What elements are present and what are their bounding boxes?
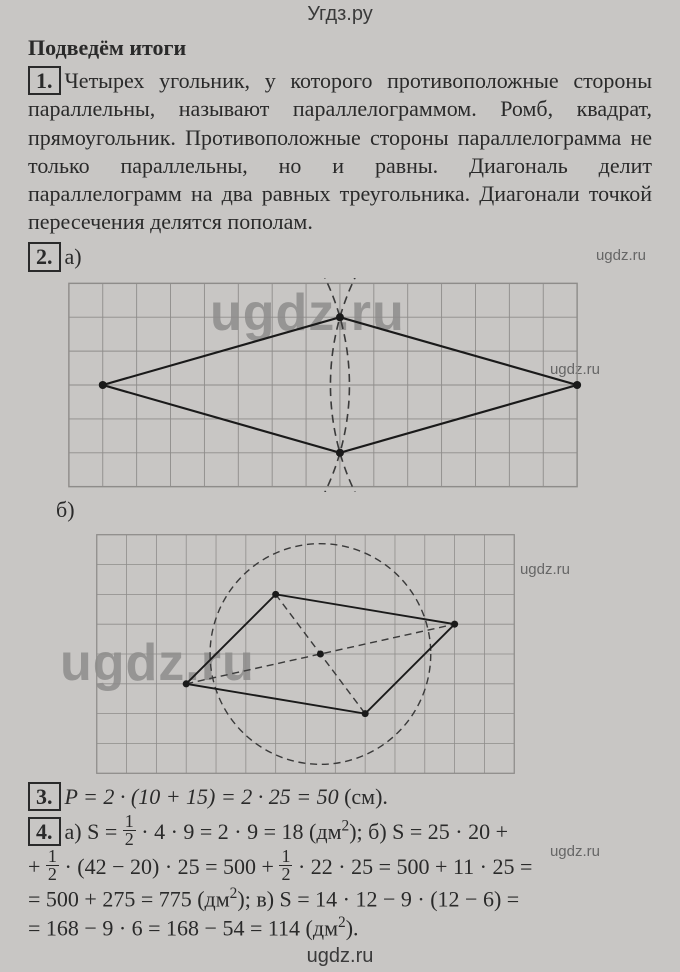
frac-1: 12 — [123, 813, 136, 848]
diagram-a — [28, 278, 652, 492]
item-3: 3.P = 2 · (10 + 15) = 2 · 25 = 50 (см). — [28, 782, 652, 811]
item-2-label-b: б) — [56, 497, 75, 522]
item-3-unit: (см). — [344, 784, 388, 809]
item-3-formula: P = 2 · (10 + 15) = 2 · 25 = 50 — [65, 784, 345, 809]
watermark-top: Угдз.ру — [0, 2, 680, 28]
item-1: 1.Четырех угольник, у которого противопо… — [28, 66, 652, 236]
l2c: · 22 · 25 = 500 + 11 · 25 = — [292, 854, 532, 879]
l4b: ). — [346, 915, 359, 940]
l3: = 500 + 275 = 775 (дм — [28, 886, 230, 911]
l1c: ); б) S = 25 · 20 + — [349, 819, 508, 844]
frac-3: 12 — [279, 848, 292, 883]
item-4: 4.а) S = 12 · 4 · 9 = 2 · 9 = 18 (дм 2 ); … — [28, 813, 652, 943]
grid-svg-b — [28, 530, 583, 778]
sup-3: 2 — [338, 914, 346, 931]
l4: = 168 − 9 · 6 = 168 − 54 = 114 (дм — [28, 915, 338, 940]
item-num-3: 3. — [28, 782, 61, 811]
item-4-line-3: = 500 + 275 = 775 (дм2); в) S = 14 · 12 … — [28, 884, 652, 913]
item-4-line-4: = 168 − 9 · 6 = 168 − 54 = 114 (дм2). — [28, 913, 652, 942]
watermark-bottom: ugdz.ru — [0, 944, 680, 970]
watermark-side-1: ugdz.ru — [596, 246, 646, 265]
l1b: · 4 · 9 = 2 · 9 = 18 (дм — [136, 819, 342, 844]
watermark-side-4: ugdz.ru — [550, 842, 600, 861]
section-heading: Подведём итоги — [28, 34, 652, 62]
l2a: + — [28, 854, 46, 879]
item-2: 2.а) — [28, 242, 652, 271]
item-1-text: Четырех угольник, у которого противополо… — [28, 68, 652, 234]
item-num-4: 4. — [28, 817, 61, 846]
page-content: Подведём итоги 1.Четырех угольник, у кот… — [28, 34, 652, 943]
item-num-1: 1. — [28, 66, 61, 95]
item-2-label-a: а) — [65, 244, 82, 269]
l3b: ); в) S = 14 · 12 − 9 · (12 − 6) = — [237, 886, 519, 911]
grid-svg-a — [28, 278, 618, 492]
item-num-2: 2. — [28, 242, 61, 271]
item-2-label-b-row: б) — [28, 496, 652, 524]
l1a: а) S = — [65, 819, 123, 844]
frac-2: 12 — [46, 848, 59, 883]
diagram-b — [28, 530, 652, 778]
l2b: · (42 − 20) · 25 = 500 + — [59, 854, 280, 879]
